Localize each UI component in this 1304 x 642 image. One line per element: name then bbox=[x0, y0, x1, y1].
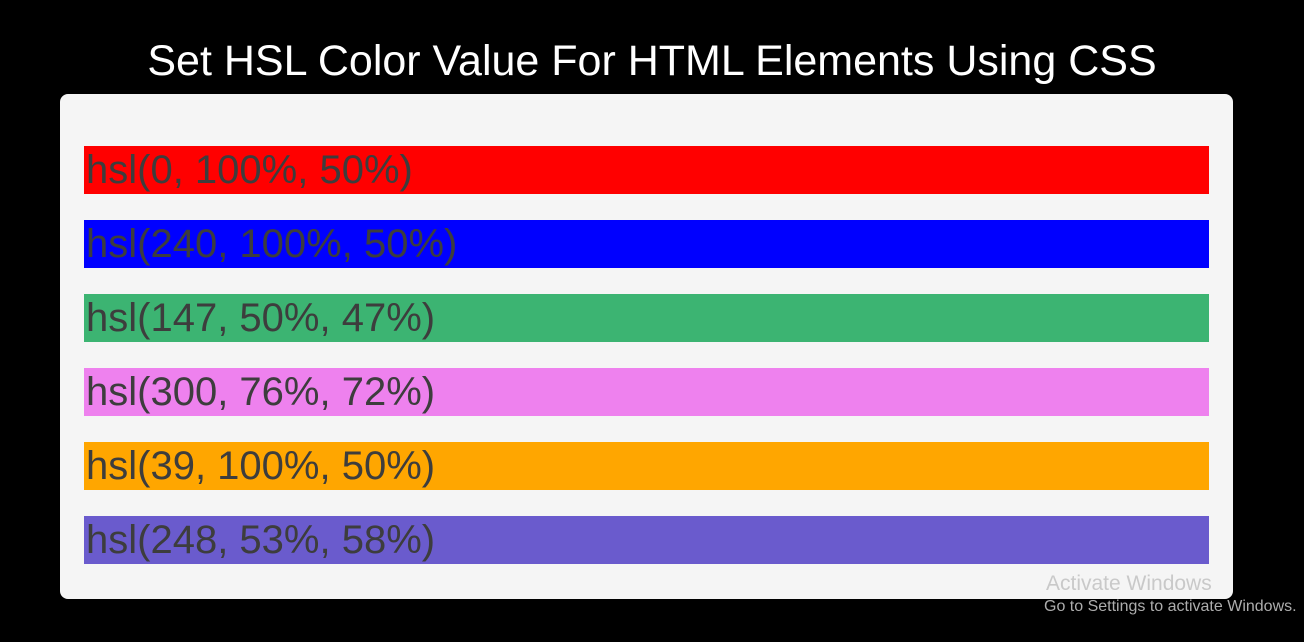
color-bar: hsl(248, 53%, 58%) bbox=[84, 516, 1209, 564]
color-bar: hsl(300, 76%, 72%) bbox=[84, 368, 1209, 416]
color-demo-card: hsl(0, 100%, 50%) hsl(240, 100%, 50%) hs… bbox=[60, 94, 1233, 599]
color-bar: hsl(147, 50%, 47%) bbox=[84, 294, 1209, 342]
color-bar: hsl(39, 100%, 50%) bbox=[84, 442, 1209, 490]
color-bar: hsl(0, 100%, 50%) bbox=[84, 146, 1209, 194]
page-title: Set HSL Color Value For HTML Elements Us… bbox=[147, 36, 1157, 85]
activate-windows-settings-hint: Go to Settings to activate Windows. bbox=[1044, 598, 1297, 615]
color-bar: hsl(240, 100%, 50%) bbox=[84, 220, 1209, 268]
activate-windows-watermark: Activate Windows bbox=[1046, 572, 1212, 595]
